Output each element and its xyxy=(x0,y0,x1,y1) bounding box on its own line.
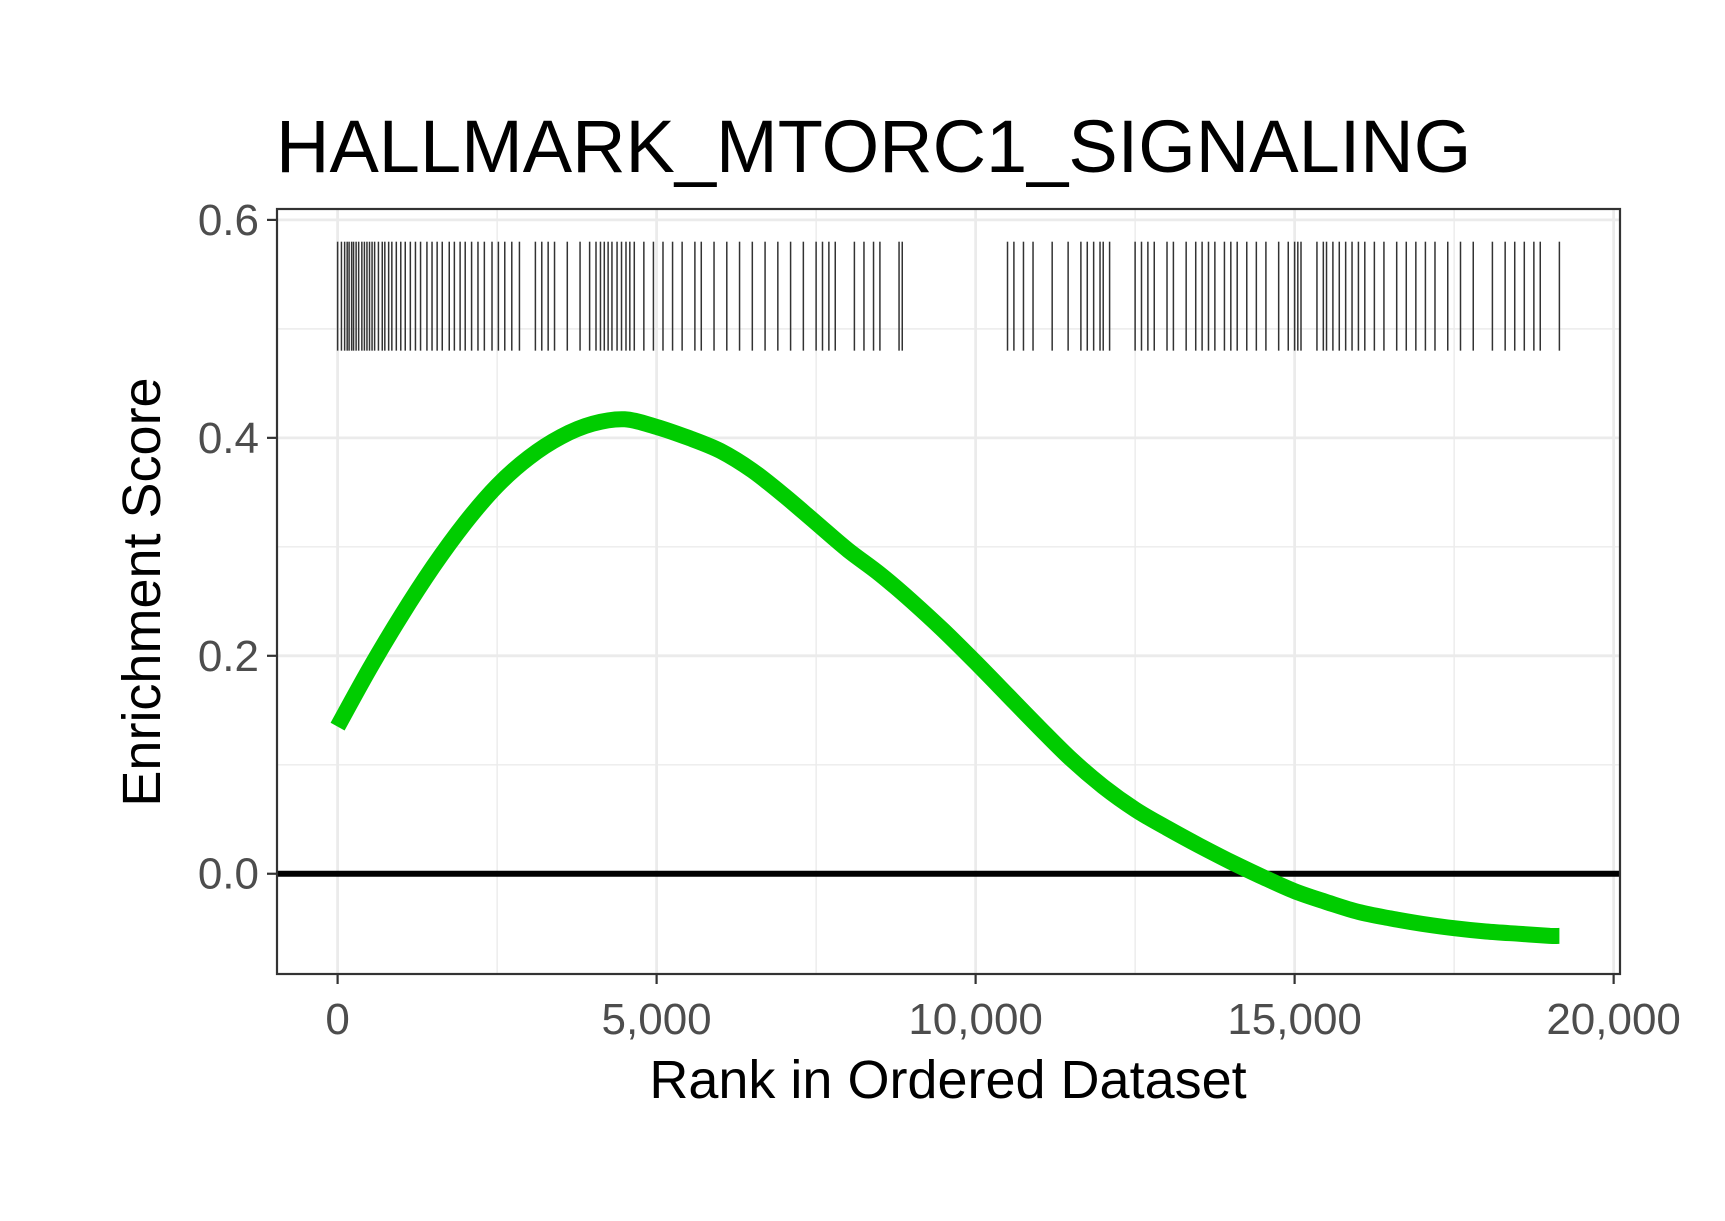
x-axis-title: Rank in Ordered Dataset xyxy=(649,1050,1246,1110)
panel-border xyxy=(275,207,1622,976)
y-tick-label: 0.6 xyxy=(198,196,259,245)
y-axis: 0.0 0.2 0.4 0.6 xyxy=(198,196,277,899)
y-tick-label: 0.4 xyxy=(198,414,259,463)
y-tick-label: 0.2 xyxy=(198,632,259,681)
x-tick-label: 0 xyxy=(325,995,349,1044)
y-axis-title: Enrichment Score xyxy=(112,377,172,806)
x-axis: 0 5,000 10,000 15,000 20,000 xyxy=(325,974,1681,1044)
chart-title: HALLMARK_MTORC1_SIGNALING xyxy=(276,105,1471,188)
gene-hit-marks xyxy=(336,241,1561,351)
x-tick-label: 10,000 xyxy=(908,995,1043,1044)
x-tick-label: 20,000 xyxy=(1546,995,1681,1044)
x-tick-label: 5,000 xyxy=(602,995,712,1044)
enrichment-score-curve xyxy=(330,411,1560,945)
y-tick-label: 0.0 xyxy=(198,850,259,899)
x-tick-label: 15,000 xyxy=(1227,995,1362,1044)
